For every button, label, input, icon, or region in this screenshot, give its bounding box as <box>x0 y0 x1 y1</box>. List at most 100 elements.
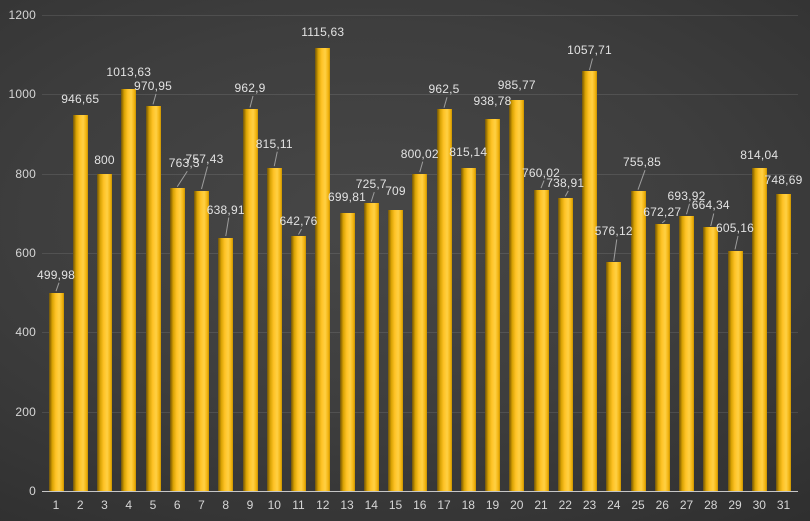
bar-value-label: 693,92 <box>667 188 706 203</box>
bar-value-label: 970,95 <box>134 78 172 93</box>
label-leader-line <box>55 282 60 292</box>
x-axis-tick-label: 11 <box>292 498 305 512</box>
x-axis-tick-label: 23 <box>582 498 597 512</box>
bar-value-label: 814,04 <box>740 148 779 163</box>
y-axis-tick-label: 1000 <box>8 87 36 102</box>
bar <box>703 227 719 491</box>
bar-value-label: 709 <box>385 183 406 198</box>
x-axis-tick-label: 10 <box>267 498 281 512</box>
bar-value-label: 748,69 <box>764 173 803 188</box>
bar <box>48 292 64 491</box>
bar-value-label: 725,7 <box>355 177 387 192</box>
x-axis-tick-label: 25 <box>631 498 645 512</box>
bar <box>266 167 282 491</box>
bar-value-label: 757,43 <box>185 151 224 166</box>
bar-value-label: 499,98 <box>37 267 75 282</box>
bar <box>388 209 403 491</box>
bar <box>630 191 646 491</box>
bar <box>145 105 161 491</box>
bar-value-label: 576,12 <box>594 224 633 239</box>
bar-value-label: 672,27 <box>643 205 682 220</box>
bar-value-label: 760,02 <box>522 165 560 180</box>
x-axis-tick-label: 14 <box>364 498 378 512</box>
bar <box>460 167 476 491</box>
bar <box>218 237 234 491</box>
x-axis-tick-label: 24 <box>607 498 621 512</box>
label-leader-line <box>273 151 278 167</box>
bar <box>412 173 428 491</box>
x-axis-tick-label: 27 <box>679 498 694 512</box>
bar-value-label: 1115,63 <box>301 25 345 40</box>
x-axis-tick-label: 21 <box>534 498 548 512</box>
x-axis-tick-label: 5 <box>149 498 157 512</box>
y-axis-tick-label: 200 <box>15 404 36 419</box>
x-axis-tick-label: 1 <box>52 498 60 512</box>
x-axis-tick-label: 12 <box>316 498 330 512</box>
bar <box>436 109 452 491</box>
label-leader-line <box>419 161 424 173</box>
x-axis-tick-label: 7 <box>198 498 205 512</box>
label-leader-line <box>710 213 715 227</box>
bar <box>776 194 791 491</box>
x-axis-tick-label: 4 <box>125 498 133 512</box>
bar-value-label: 815,11 <box>255 136 293 151</box>
bar-value-label: 638,91 <box>206 202 245 217</box>
gridline <box>42 94 798 96</box>
bar-value-label: 605,16 <box>716 220 754 235</box>
bar-value-label: 815,14 <box>449 144 488 159</box>
label-leader-line <box>540 180 545 189</box>
bar-value-label: 664,34 <box>691 198 730 213</box>
bar-value-label: 738,91 <box>546 175 585 190</box>
x-axis-tick-label: 15 <box>388 498 403 512</box>
bar <box>606 262 622 491</box>
x-axis-tick-label: 26 <box>655 498 669 512</box>
label-leader-line <box>152 93 157 105</box>
bar-value-label: 1013,63 <box>106 64 152 79</box>
label-leader-line <box>298 228 302 235</box>
x-axis-tick-label: 17 <box>437 498 451 512</box>
bar <box>291 236 306 491</box>
label-leader-line <box>734 235 739 250</box>
bar <box>485 118 500 491</box>
y-axis-tick-label: 400 <box>15 325 36 340</box>
label-leader-line <box>613 239 618 262</box>
x-axis-tick-label: 8 <box>222 498 230 512</box>
bar <box>315 48 331 491</box>
x-axis-tick-label: 31 <box>776 498 791 512</box>
x-axis-tick-label: 28 <box>704 498 718 512</box>
bar <box>582 71 597 491</box>
bar-value-label: 763,3 <box>168 156 200 171</box>
label-leader-line <box>443 97 448 108</box>
bar-value-label: 699,81 <box>328 190 366 205</box>
label-leader-line <box>564 190 569 197</box>
label-leader-line <box>201 166 208 190</box>
gridline <box>42 15 798 16</box>
bar <box>679 215 694 491</box>
label-leader-line <box>249 95 254 108</box>
x-axis-tick-label: 13 <box>340 498 354 512</box>
bar <box>97 173 112 491</box>
x-axis-tick-label: 20 <box>510 498 524 512</box>
bar-value-label: 755,85 <box>623 155 661 170</box>
x-axis-line <box>42 491 798 492</box>
bar-value-label: 962,5 <box>428 82 460 97</box>
bar <box>727 250 743 491</box>
bar-value-label: 962,9 <box>234 81 266 96</box>
label-leader-line <box>686 203 690 215</box>
x-axis-tick-label: 3 <box>101 498 108 512</box>
label-leader-line <box>661 219 666 224</box>
x-axis-tick-label: 6 <box>173 498 181 512</box>
x-axis-tick-label: 9 <box>246 498 254 512</box>
y-axis-tick-label: 800 <box>15 166 36 181</box>
bar <box>194 190 209 491</box>
bar <box>242 109 258 491</box>
bar-value-label: 800,02 <box>400 146 439 161</box>
x-axis-tick-label: 19 <box>485 498 500 512</box>
bar <box>654 224 670 491</box>
x-axis-tick-label: 30 <box>752 498 766 512</box>
bar <box>169 188 185 491</box>
x-axis-tick-label: 29 <box>728 498 742 512</box>
y-axis-tick-label: 600 <box>15 246 36 260</box>
bar <box>557 197 573 491</box>
